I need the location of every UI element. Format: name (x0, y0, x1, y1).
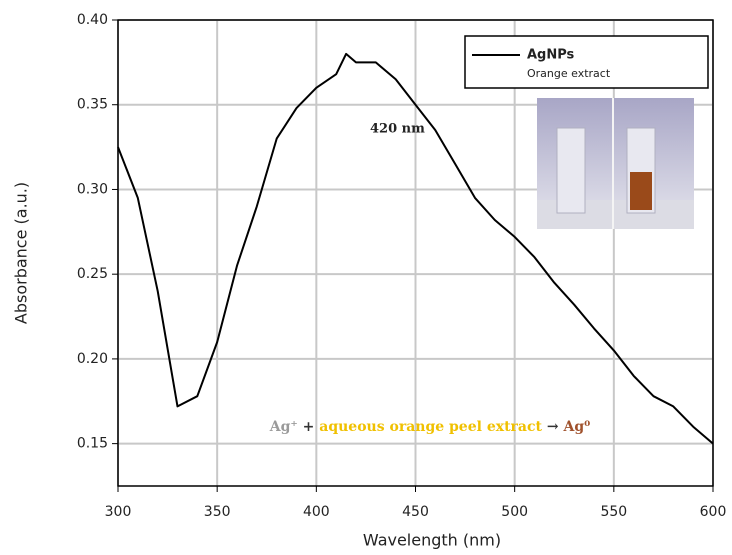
y-tick-label: 0.20 (77, 351, 108, 367)
x-tick-label: 450 (402, 504, 429, 520)
peak-annotation: 420 nm (370, 122, 425, 137)
eq-part: Ag⁺ (269, 419, 298, 435)
x-tick-label: 400 (303, 504, 330, 520)
legend-label: AgNPs (527, 48, 575, 63)
inset-photo (537, 98, 694, 229)
spectrum-line (117, 52, 714, 445)
x-tick-label: 500 (501, 504, 528, 520)
legend-box (464, 35, 709, 89)
x-tick-label: 350 (204, 504, 231, 520)
eq-part: Ag⁰ (562, 419, 590, 435)
y-axis-label: Absorbance (a.u.) (12, 182, 31, 324)
x-tick-label: 300 (105, 504, 132, 520)
y-tick-label: 0.35 (77, 97, 108, 113)
y-tick-label: 0.40 (77, 12, 108, 28)
legend-note: Orange extract (527, 67, 611, 80)
eq-part: + (303, 419, 315, 435)
equation: Ag⁺ + aqueous orange peel extract → Ag⁰ (269, 419, 591, 435)
plot-frame (117, 19, 714, 487)
y-tick-label: 0.25 (77, 266, 108, 282)
y-tick-label: 0.30 (77, 181, 108, 197)
x-tick-label: 600 (700, 504, 727, 520)
eq-part: aqueous orange peel extract (319, 419, 542, 435)
x-axis-label: Wavelength (nm) (363, 531, 501, 550)
x-tick-label: 550 (600, 504, 627, 520)
y-tick-label: 0.15 (77, 436, 108, 452)
eq-part: → (547, 419, 559, 435)
